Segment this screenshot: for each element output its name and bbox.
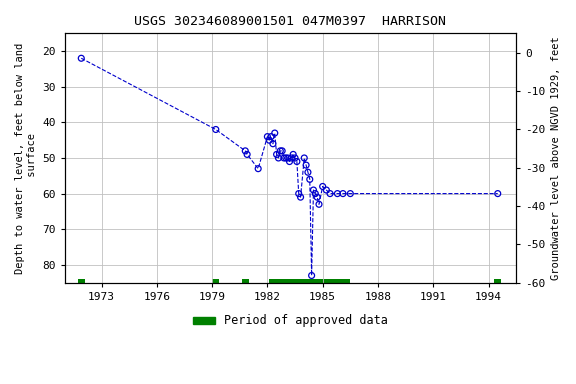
Point: [338, 190, 347, 197]
Point: [278, 148, 287, 154]
Point: [318, 184, 327, 190]
Point: [333, 190, 342, 197]
Point: [242, 151, 252, 157]
Point: [272, 151, 281, 157]
Point: [268, 141, 278, 147]
Point: [263, 134, 272, 140]
Point: [325, 190, 335, 197]
Point: [279, 155, 289, 161]
Point: [305, 176, 314, 182]
Point: [267, 134, 276, 140]
Point: [322, 187, 331, 193]
Point: [241, 148, 250, 154]
Point: [253, 166, 263, 172]
Point: [292, 159, 301, 165]
Point: [270, 130, 279, 136]
Point: [77, 55, 86, 61]
Point: [294, 190, 304, 197]
Point: [283, 155, 292, 161]
Point: [211, 126, 221, 132]
Y-axis label: Depth to water level, feet below land
 surface: Depth to water level, feet below land su…: [15, 42, 37, 274]
Point: [310, 190, 320, 197]
Point: [300, 155, 309, 161]
Title: USGS 302346089001501 047M0397  HARRISON: USGS 302346089001501 047M0397 HARRISON: [134, 15, 446, 28]
Point: [314, 201, 324, 207]
Point: [276, 148, 285, 154]
Legend: Period of approved data: Period of approved data: [188, 310, 392, 332]
Point: [309, 187, 318, 193]
Point: [301, 162, 310, 168]
Point: [285, 159, 294, 165]
Point: [493, 190, 502, 197]
Point: [274, 155, 283, 161]
Point: [287, 155, 296, 161]
Point: [304, 169, 313, 175]
Point: [313, 194, 322, 200]
Point: [264, 137, 274, 143]
Point: [296, 194, 305, 200]
Point: [346, 190, 355, 197]
Point: [290, 155, 300, 161]
Y-axis label: Groundwater level above NGVD 1929, feet: Groundwater level above NGVD 1929, feet: [551, 36, 561, 280]
Point: [281, 155, 290, 161]
Point: [307, 272, 316, 278]
Point: [289, 151, 298, 157]
